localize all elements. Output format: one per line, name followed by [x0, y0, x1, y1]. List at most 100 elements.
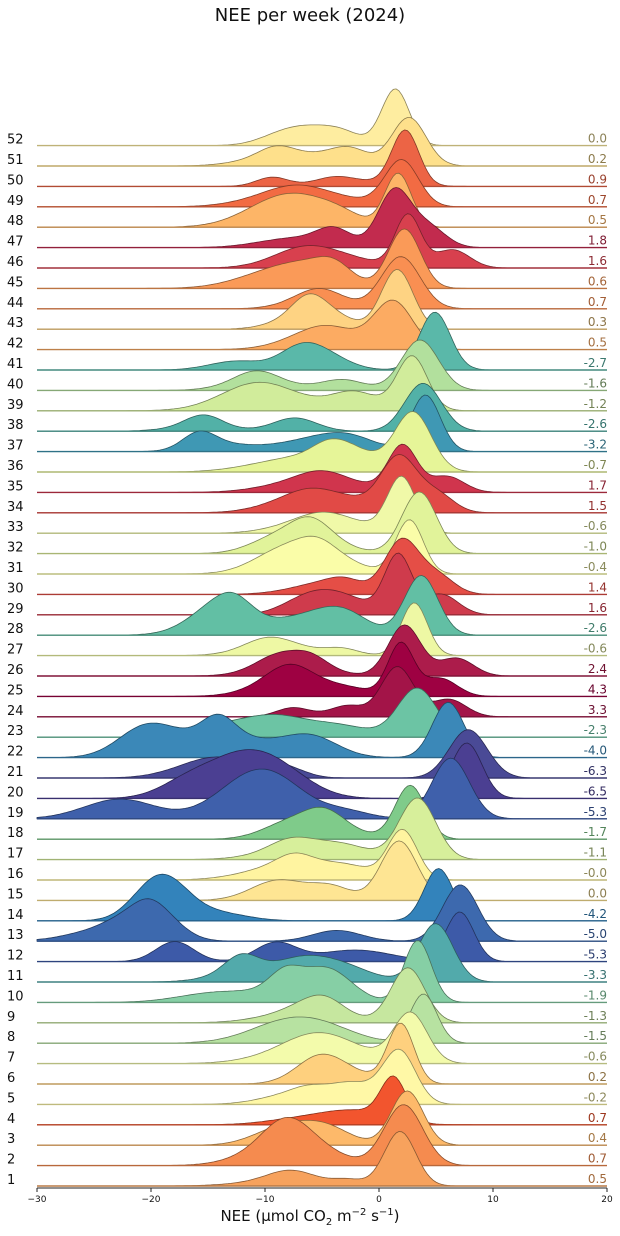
median-label: 0.5 — [588, 1172, 607, 1186]
week-label: 16 — [7, 867, 24, 882]
ridge-week-2: 2 0.7 — [7, 1104, 607, 1168]
ridge-week-42: 42 0.5 — [7, 299, 607, 352]
week-label: 36 — [7, 459, 24, 474]
week-label: 44 — [7, 296, 24, 311]
week-label: 42 — [7, 337, 24, 352]
median-label: -0.6 — [584, 1050, 607, 1064]
median-label: 0.5 — [588, 213, 607, 227]
ridge-week-18: 18 -1.7 — [7, 784, 607, 841]
week-label: 31 — [7, 561, 24, 576]
ridge-week-38: 38 -2.6 — [7, 382, 607, 433]
week-label: 46 — [7, 255, 24, 270]
ridge-week-24: 24 3.3 — [7, 666, 607, 719]
median-label: -1.0 — [584, 540, 607, 554]
ridge-week-10: 10 -1.9 — [7, 940, 607, 1004]
ridge-week-27: 27 -0.6 — [7, 602, 607, 658]
median-label: 4.3 — [588, 682, 607, 696]
median-label: 1.7 — [588, 478, 607, 492]
week-label: 10 — [7, 989, 24, 1004]
ridge-week-51: 51 0.2 — [7, 117, 607, 168]
week-label: 28 — [7, 622, 24, 637]
week-label: 26 — [7, 663, 24, 678]
median-label: -1.1 — [584, 846, 607, 860]
median-label: -0.4 — [584, 560, 607, 574]
median-label: -0.7 — [584, 458, 607, 472]
week-label: 32 — [7, 541, 24, 556]
ridge-week-1: 1 0.5 — [7, 1131, 607, 1188]
week-label: 14 — [7, 908, 24, 923]
ridge-density-week-36 — [37, 411, 607, 473]
week-label: 23 — [7, 724, 24, 739]
week-label: 7 — [7, 1051, 15, 1066]
week-label: 17 — [7, 847, 24, 862]
median-label: -6.5 — [584, 784, 607, 798]
week-label: 27 — [7, 643, 24, 658]
median-label: -0.2 — [584, 1090, 607, 1104]
week-label: 8 — [7, 1030, 15, 1045]
week-label: 50 — [7, 173, 24, 188]
ridge-week-41: 41 -2.7 — [7, 311, 607, 372]
median-label: 0.7 — [588, 295, 607, 309]
median-label: -0.6 — [584, 642, 607, 656]
median-label: -1.9 — [584, 988, 607, 1002]
ridge-week-5: 5 -0.2 — [7, 1048, 607, 1106]
week-label: 29 — [7, 602, 24, 617]
median-label: 1.6 — [588, 601, 607, 615]
median-label: -2.3 — [584, 723, 607, 737]
median-label: 0.5 — [588, 336, 607, 350]
median-label: 1.4 — [588, 580, 607, 594]
week-label: 1 — [7, 1173, 15, 1188]
week-label: 24 — [7, 704, 24, 719]
x-tick-label: 20 — [601, 1195, 613, 1205]
median-label: -4.2 — [584, 907, 607, 921]
ridge-week-25: 25 4.3 — [7, 641, 607, 698]
week-label: 35 — [7, 479, 24, 494]
week-label: 37 — [7, 439, 24, 454]
median-label: 0.6 — [588, 274, 607, 288]
ridge-week-28: 28 -2.6 — [7, 575, 607, 637]
week-label: 33 — [7, 520, 24, 535]
week-label: 3 — [7, 1132, 15, 1147]
week-label: 18 — [7, 826, 24, 841]
week-label: 21 — [7, 765, 24, 780]
week-label: 38 — [7, 418, 24, 433]
x-tick-label: −10 — [256, 1195, 275, 1205]
week-label: 30 — [7, 581, 24, 596]
median-label: 0.7 — [588, 1111, 607, 1125]
week-label: 47 — [7, 235, 24, 250]
ridge-week-48: 48 0.5 — [7, 172, 607, 229]
week-label: 51 — [7, 153, 24, 168]
median-label: 1.6 — [588, 254, 607, 268]
median-label: -2.6 — [584, 417, 607, 431]
week-label: 48 — [7, 214, 24, 229]
median-label: -3.2 — [584, 438, 607, 452]
median-label: -5.0 — [584, 927, 607, 941]
median-label: -5.3 — [584, 948, 607, 962]
x-tick-label: −30 — [28, 1195, 47, 1205]
median-label: 1.8 — [588, 234, 607, 248]
median-label: 0.0 — [588, 132, 607, 146]
week-label: 11 — [7, 969, 24, 984]
ridge-week-16: 16 -0.0 — [7, 828, 607, 882]
median-label: 0.7 — [588, 1152, 607, 1166]
week-label: 13 — [7, 928, 24, 943]
x-tick-label: 0 — [376, 1195, 382, 1205]
week-label: 9 — [7, 1010, 15, 1025]
chart-title: NEE per week (2024) — [214, 5, 406, 26]
ridge-week-50: 50 0.9 — [7, 129, 607, 188]
week-label: 6 — [7, 1071, 15, 1086]
median-label: -1.2 — [584, 397, 607, 411]
week-label: 43 — [7, 316, 24, 331]
week-label: 49 — [7, 194, 24, 209]
median-label: 3.3 — [588, 703, 607, 717]
x-tick-label: −20 — [142, 1195, 161, 1205]
week-label: 2 — [7, 1153, 15, 1168]
median-label: 0.0 — [588, 886, 607, 900]
median-label: 0.4 — [588, 1131, 607, 1145]
median-label: -3.3 — [584, 968, 607, 982]
x-tick-label: 10 — [487, 1195, 499, 1205]
median-label: 0.2 — [588, 152, 607, 166]
week-label: 45 — [7, 275, 24, 290]
ridge-week-26: 26 2.4 — [7, 624, 607, 678]
